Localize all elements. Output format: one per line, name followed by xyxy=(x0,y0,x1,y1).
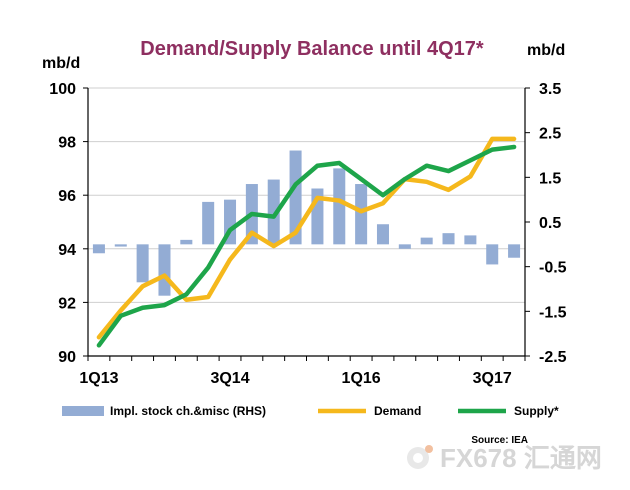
x-tick-label: 3Q17 xyxy=(473,370,512,387)
legend-label: Supply* xyxy=(514,404,559,418)
right-tick-label: 1.5 xyxy=(539,170,561,187)
axes: 90 92 94 96 98 100 -2.5 -1.5 -0.5 0.5 1.5 2.5 3.5 1Q1… xyxy=(49,81,566,387)
stock-change-bar xyxy=(464,235,477,245)
stock-change-bar xyxy=(92,244,105,254)
right-tick-label: -0.5 xyxy=(539,260,567,277)
left-tick-label: 90 xyxy=(58,349,76,366)
x-tick-label: 1Q16 xyxy=(342,370,381,387)
left-tick-label: 94 xyxy=(58,242,76,259)
stock-change-bar xyxy=(420,237,433,245)
stock-change-bar xyxy=(289,150,302,245)
watermark-text: FX678 汇通网 xyxy=(440,443,602,473)
right-axis-unit: mb/d xyxy=(527,42,565,59)
x-tick-label: 1Q13 xyxy=(79,370,118,387)
supply-line xyxy=(96,144,517,348)
watermark-logo-icon xyxy=(407,445,433,469)
stock-change-bar xyxy=(136,244,149,283)
x-tick-label: 3Q14 xyxy=(210,370,249,387)
stock-change-bar xyxy=(508,244,521,258)
stock-change-bar xyxy=(202,201,215,245)
legend-label: Impl. stock ch.&misc (RHS) xyxy=(110,404,266,418)
right-tick-label: 2.5 xyxy=(539,126,561,143)
left-axis-unit: mb/d xyxy=(42,55,80,72)
bar-series xyxy=(92,150,521,296)
legend-label: Demand xyxy=(374,404,421,418)
stock-change-bar xyxy=(158,244,171,296)
line-series xyxy=(96,136,517,348)
stock-change-bar xyxy=(442,233,455,245)
demand-line xyxy=(96,136,517,340)
stock-change-bar xyxy=(180,239,193,245)
right-tick-label: 3.5 xyxy=(539,81,561,98)
legend: Impl. stock ch.&misc (RHS) Demand Supply* xyxy=(62,404,559,418)
right-tick-label: -1.5 xyxy=(539,304,567,321)
stock-change-bar xyxy=(355,184,368,245)
watermark: FX678 汇通网 xyxy=(407,443,602,473)
left-tick-label: 96 xyxy=(58,188,76,205)
chart-title: Demand/Supply Balance until 4Q17* xyxy=(140,38,484,60)
left-tick-label: 100 xyxy=(49,81,76,98)
stock-change-bar xyxy=(486,244,499,265)
left-tick-label: 92 xyxy=(58,295,76,312)
source-label: Source: IEA xyxy=(471,435,528,446)
stock-change-bar xyxy=(398,244,411,249)
stock-change-bar xyxy=(376,224,389,245)
legend-swatch-bar xyxy=(62,406,104,416)
stock-change-bar xyxy=(114,244,127,247)
stock-change-bar xyxy=(333,168,346,245)
stock-change-bar xyxy=(267,179,280,245)
left-tick-label: 98 xyxy=(58,135,76,152)
right-tick-label: 0.5 xyxy=(539,215,561,232)
right-tick-label: -2.5 xyxy=(539,349,567,366)
